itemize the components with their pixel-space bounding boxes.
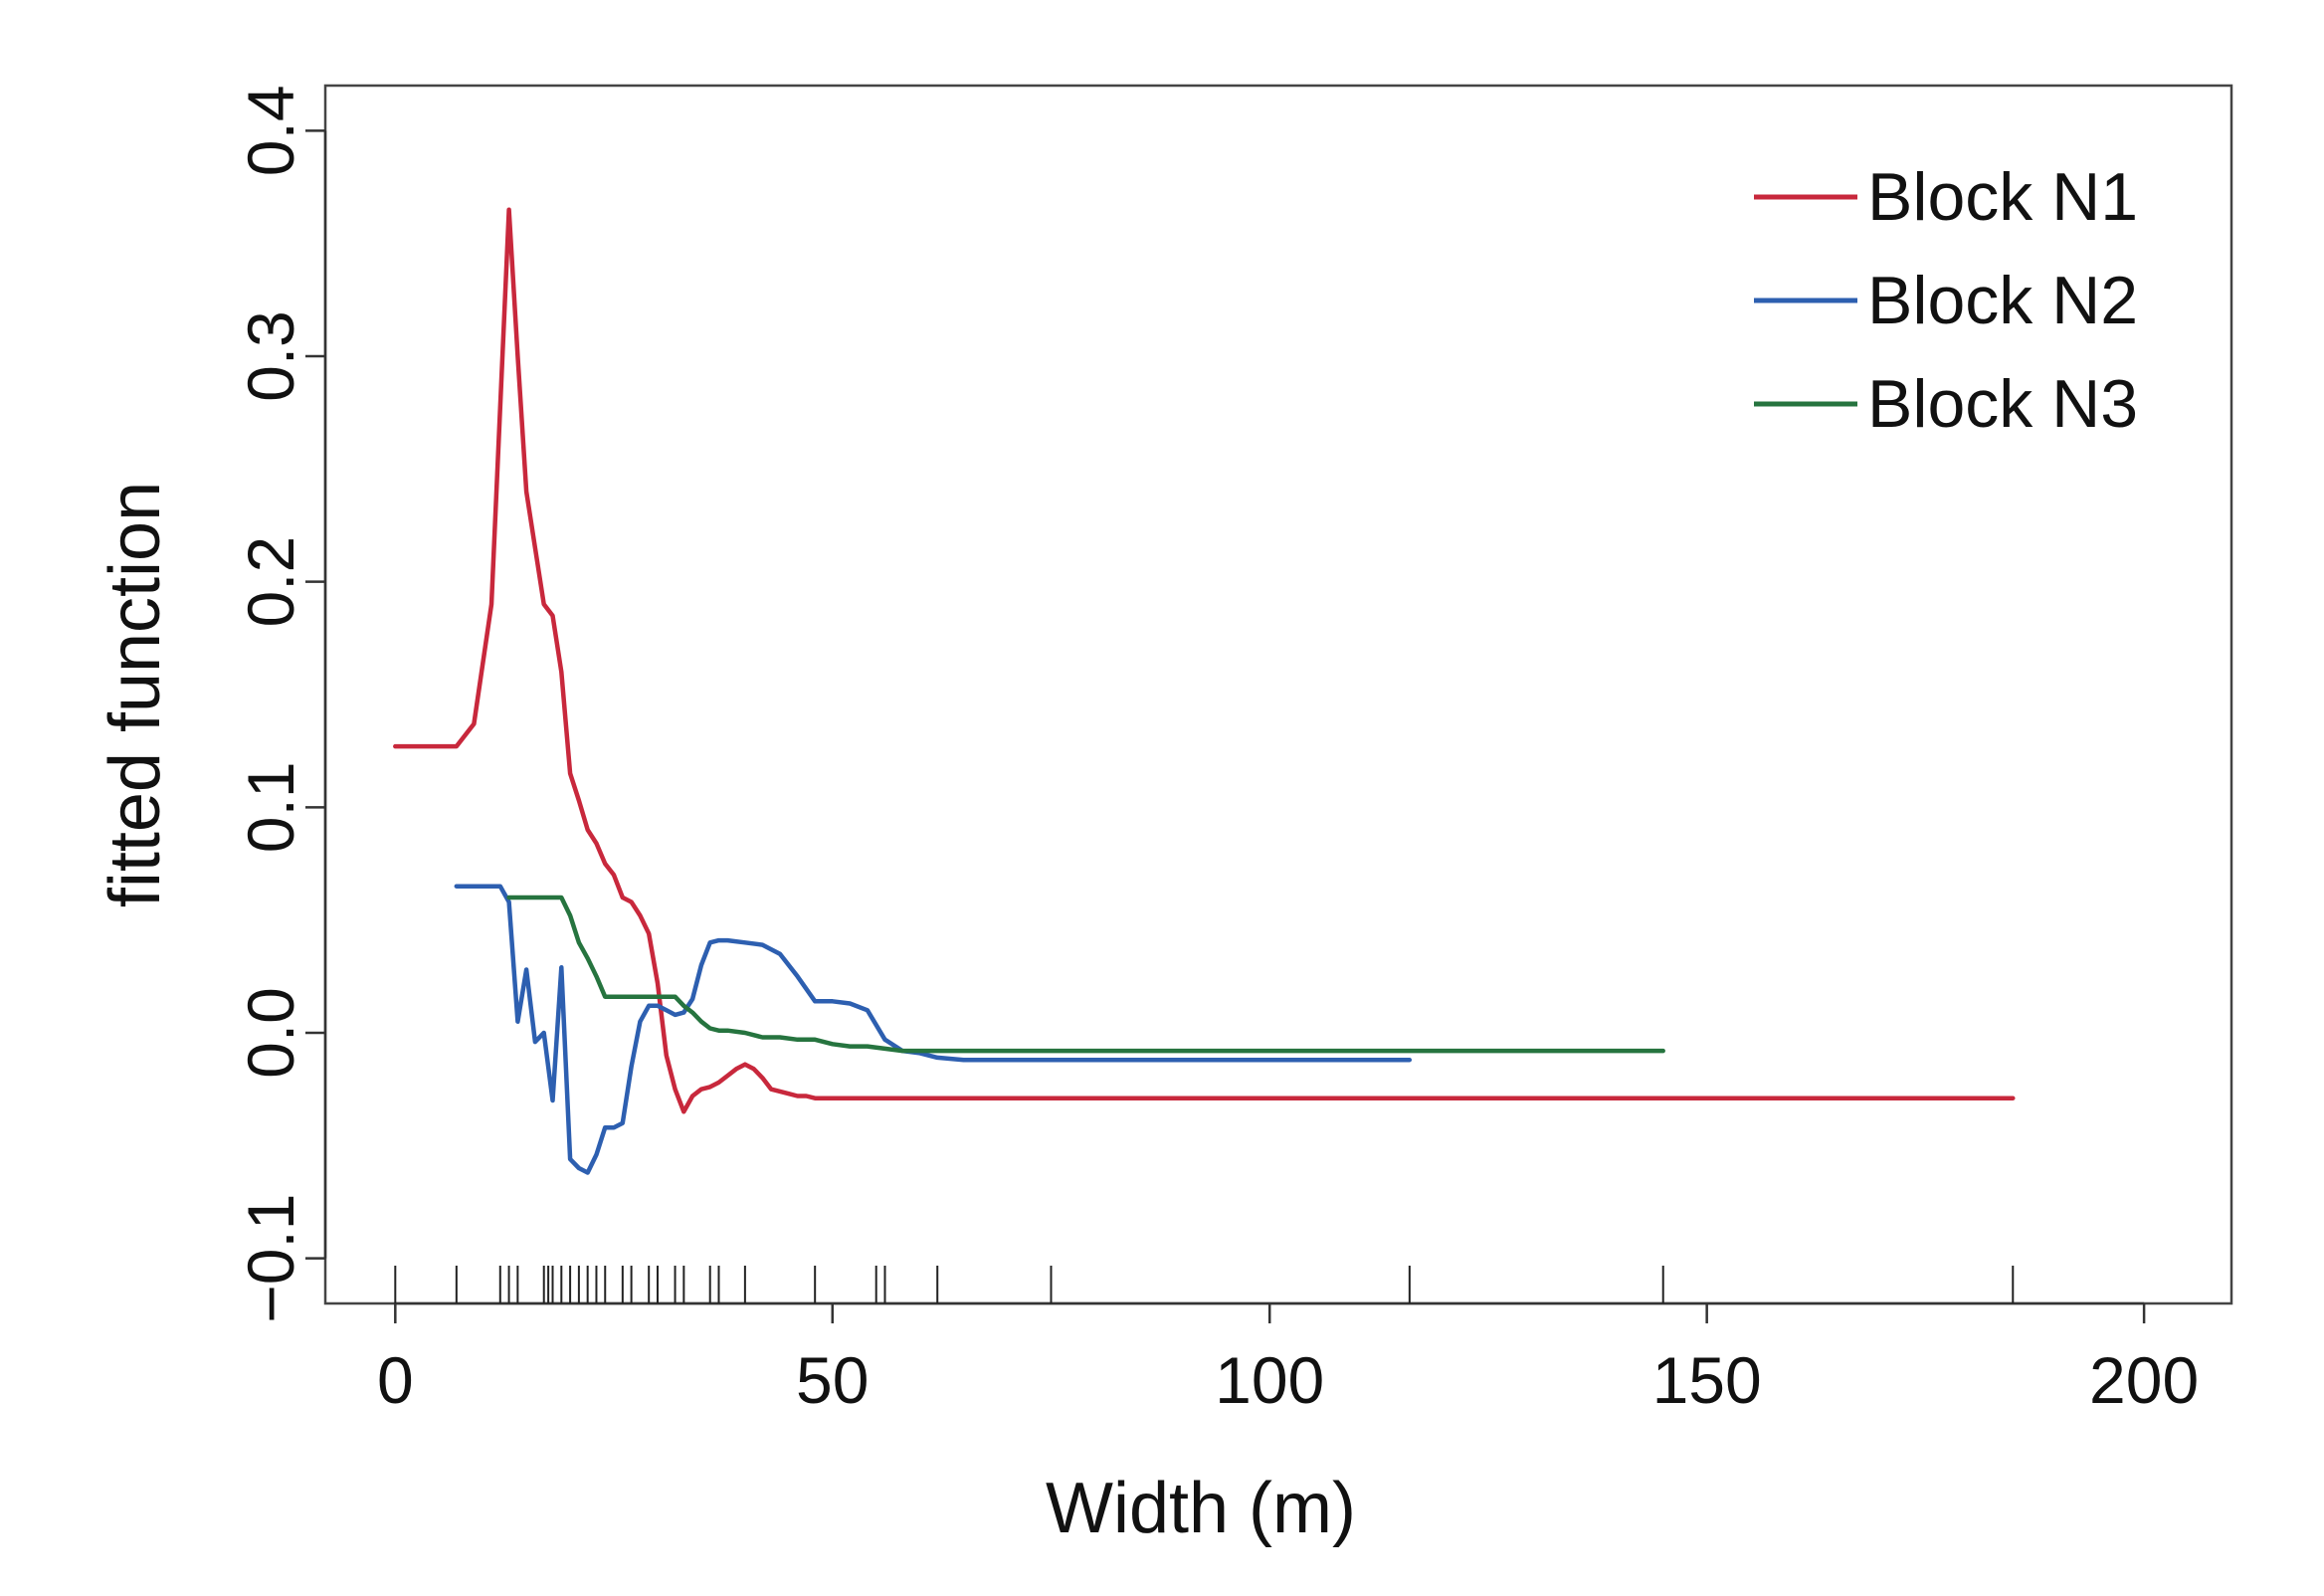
series-lines xyxy=(393,207,2016,1175)
x-tick-label: 150 xyxy=(1652,1343,1762,1417)
legend: Block N1 Block N2 Block N3 xyxy=(1754,159,2138,442)
series-line-3 xyxy=(506,895,1665,1054)
x-axis-title: Width (m) xyxy=(1046,1469,1356,1548)
y-tick-label: 0.2 xyxy=(234,536,307,628)
y-tick-label: 0.4 xyxy=(234,85,307,176)
legend-label-2: Block N2 xyxy=(1867,263,2138,338)
legend-label-1: Block N1 xyxy=(1867,159,2138,235)
x-tick-label: 50 xyxy=(796,1343,869,1417)
series-line-2 xyxy=(454,884,1413,1175)
y-axis-title: fitted function xyxy=(96,482,175,907)
series-line-1 xyxy=(393,207,2016,1114)
y-tick-label: −0.1 xyxy=(234,1194,307,1323)
y-tick-label: 0.1 xyxy=(234,761,307,853)
legend-label-3: Block N3 xyxy=(1867,366,2138,442)
rug-marks xyxy=(394,1266,2015,1303)
axes: 0 50 100 150 200 −0.1 0.0 0.1 0.2 0.3 0.4 xyxy=(234,85,2199,1417)
y-tick-label: 0.3 xyxy=(234,310,307,402)
x-tick-label: 200 xyxy=(2089,1343,2199,1417)
x-tick-label: 0 xyxy=(377,1343,414,1417)
y-tick-label: 0.0 xyxy=(234,987,307,1079)
x-tick-label: 100 xyxy=(1215,1343,1324,1417)
